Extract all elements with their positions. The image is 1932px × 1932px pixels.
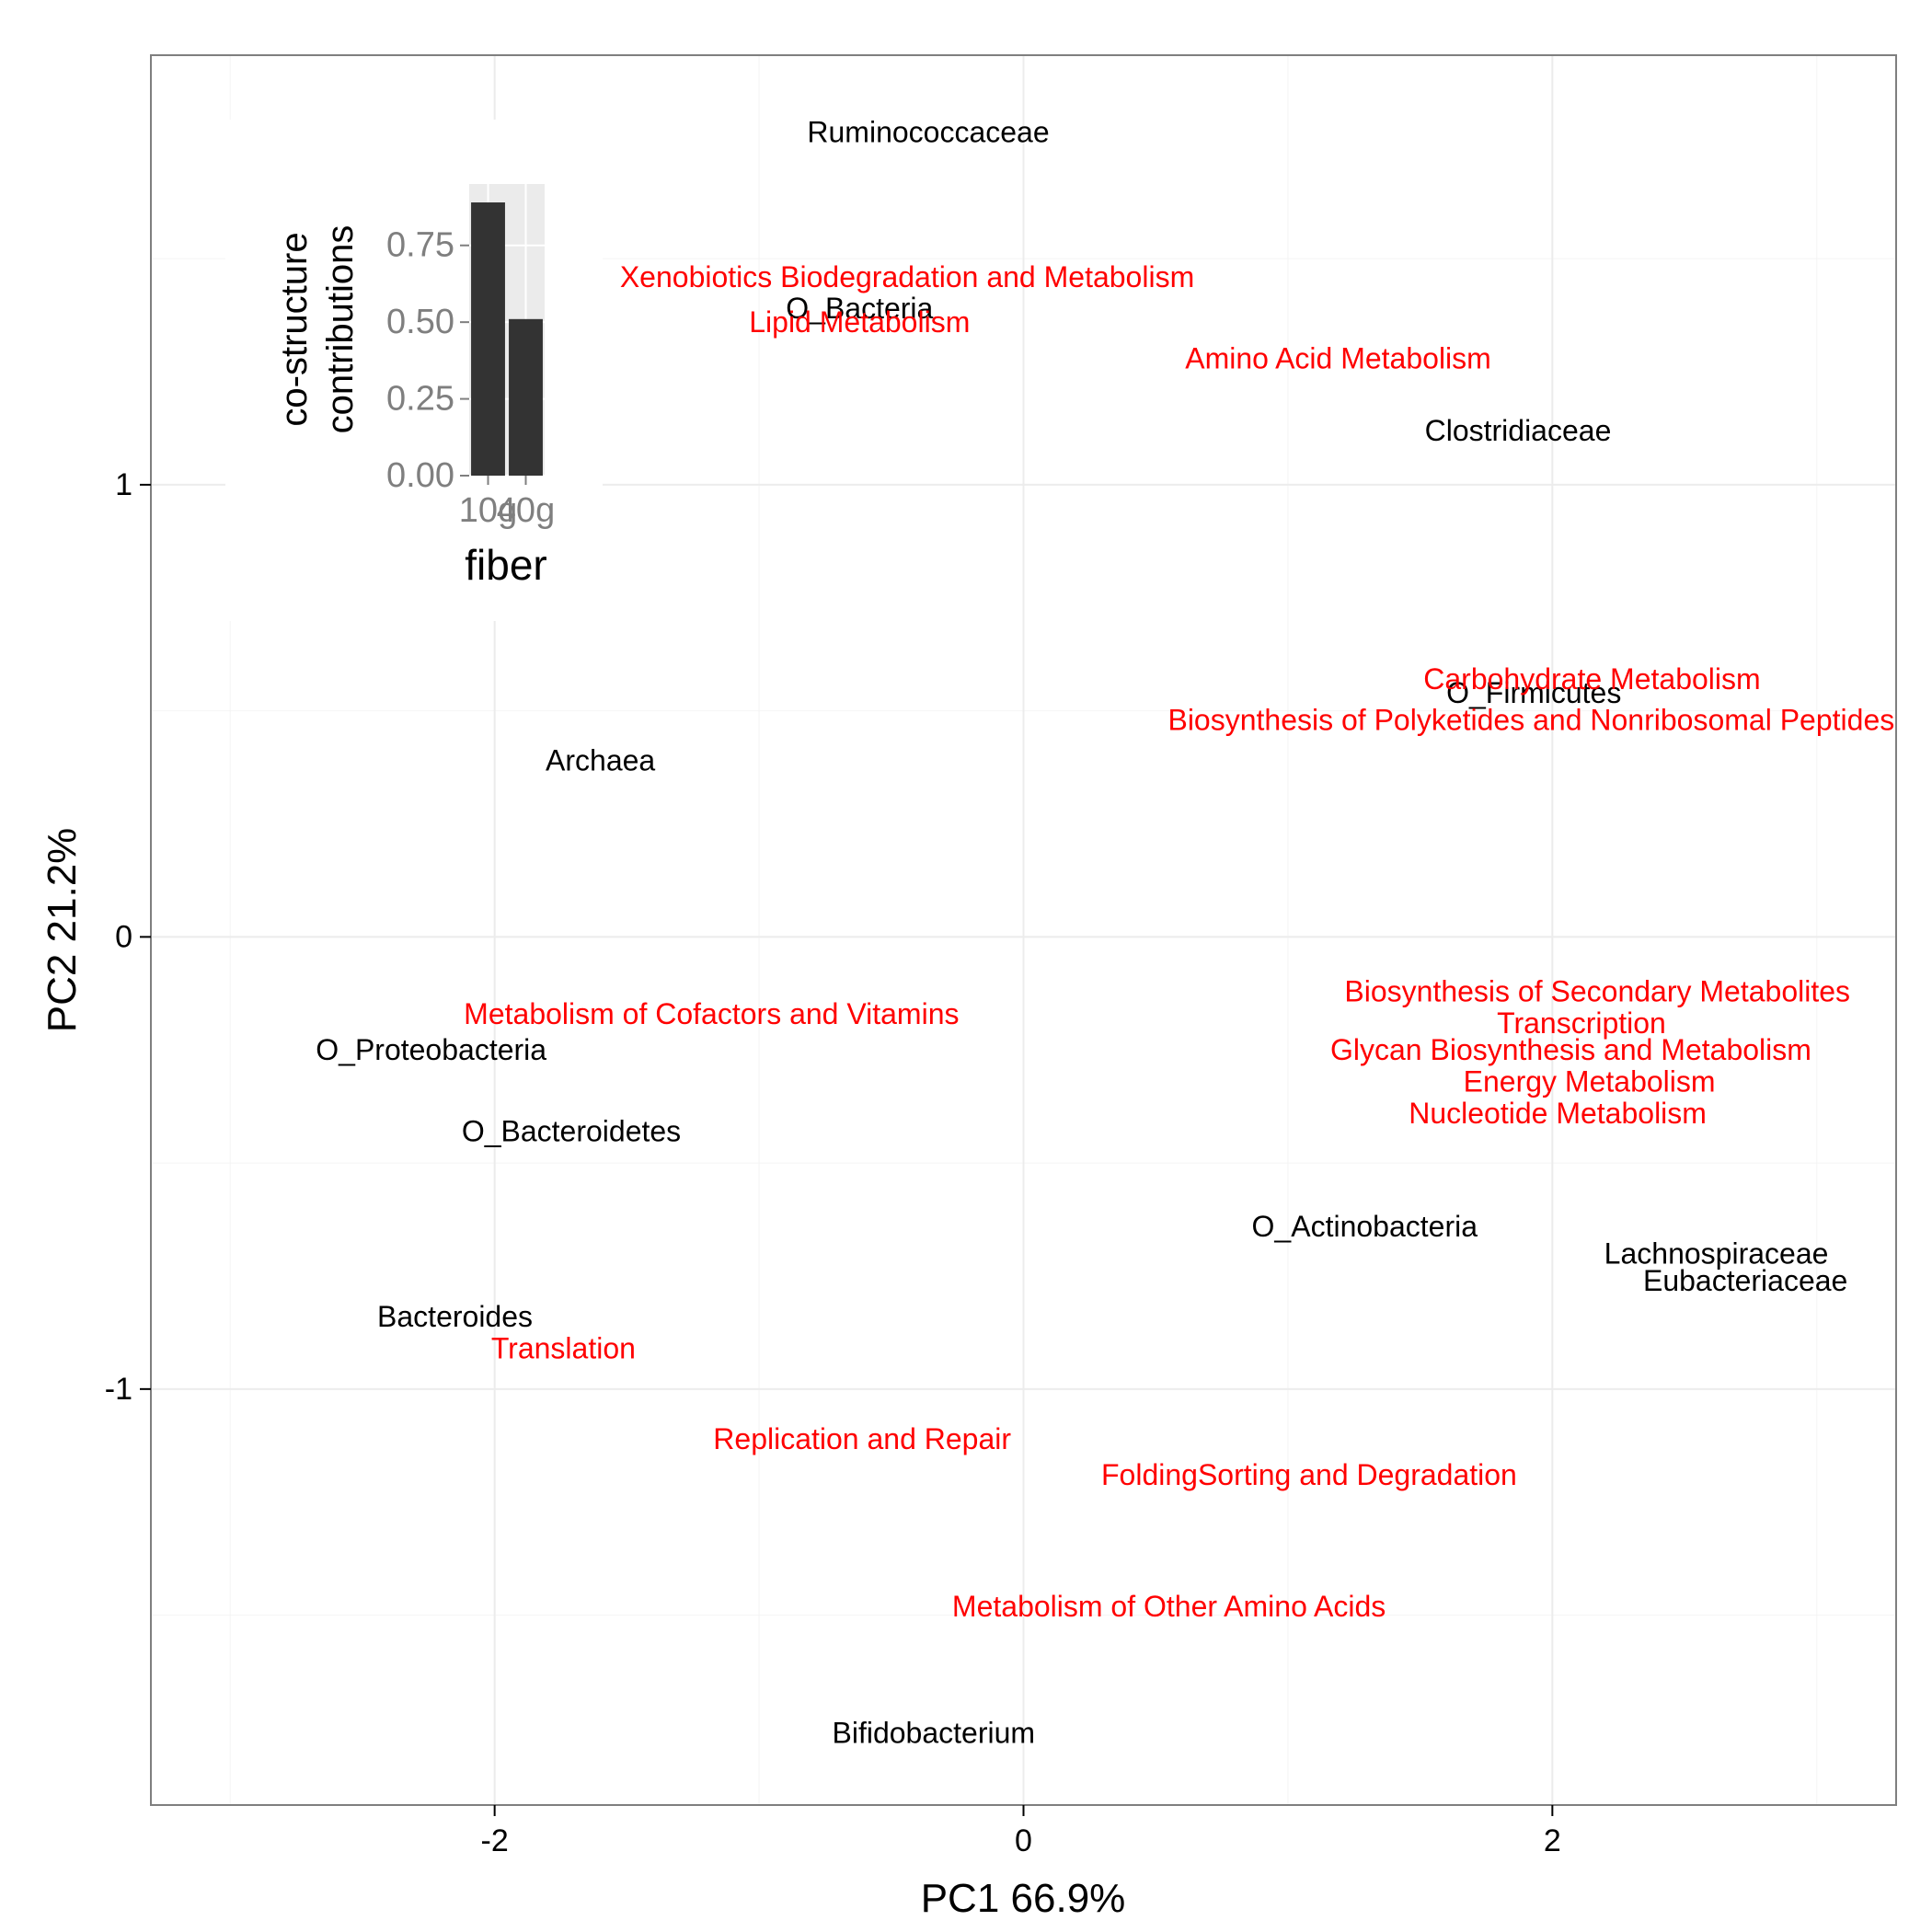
point-label: FoldingSorting and Degradation <box>1101 1458 1517 1491</box>
point-label: Glycan Biosynthesis and Metabolism <box>1330 1033 1811 1066</box>
main-axes: -2 0 2 -1 0 1 <box>105 467 1561 1858</box>
point-label: Replication and Repair <box>713 1422 1011 1455</box>
x-tick-label: 0 <box>1015 1823 1032 1858</box>
point-label: Lachnospiraceae <box>1604 1236 1829 1270</box>
inset-y-axis-title-line1: co-structure <box>274 232 315 426</box>
x-axis-title: PC1 66.9% <box>921 1876 1126 1921</box>
point-label: Translation <box>491 1332 636 1365</box>
inset-y-tick-label: 0.00 <box>386 456 454 495</box>
inset-y-tick-label: 0.50 <box>386 303 454 341</box>
point-label: Ruminococcaceae <box>807 116 1049 149</box>
point-label: O_Bacteria <box>786 292 933 325</box>
point-label: Archaea <box>546 744 655 777</box>
bar-10g <box>471 202 505 476</box>
point-label: Nucleotide Metabolism <box>1409 1097 1707 1130</box>
x-tick-label: 2 <box>1544 1823 1561 1858</box>
point-label: O_Bacteroidetes <box>462 1115 681 1148</box>
point-label: Bacteroides <box>377 1300 533 1333</box>
point-label: O_Proteobacteria <box>316 1033 546 1066</box>
point-label: Bifidobacterium <box>833 1716 1036 1749</box>
point-label: O_Actinobacteria <box>1252 1210 1478 1243</box>
point-label: O_Firmicutes <box>1446 676 1621 709</box>
y-tick-label: 1 <box>115 467 132 502</box>
point-label: Metabolism of Other Amino Acids <box>952 1590 1386 1623</box>
main-point-labels: Ruminococcaceae O_Bacteria Clostridiaceae O… <box>316 116 1894 1750</box>
y-tick-label: -1 <box>105 1372 132 1407</box>
inset-y-tick-label: 0.25 <box>386 380 454 419</box>
point-label: Clostridiaceae <box>1425 414 1612 447</box>
inset-x-axis-title: fiber <box>465 541 546 589</box>
point-label: Lipid Metabolism <box>749 305 970 339</box>
inset-x-tick-label: 10g <box>459 491 517 530</box>
inset-y-axis-title-line2: contributions <box>320 225 361 434</box>
point-label: Eubacteriaceae <box>1643 1264 1847 1297</box>
point-label: Metabolism of Cofactors and Vitamins <box>464 997 959 1030</box>
x-tick-label: -2 <box>481 1823 509 1858</box>
point-label: Biosynthesis of Secondary Metabolites <box>1344 974 1850 1007</box>
point-label: Carbohydrate Metabolism <box>1423 662 1760 696</box>
point-label: Transcription <box>1497 1006 1666 1040</box>
inset-x-tick-label: 40g <box>497 491 555 530</box>
y-axis-title: PC2 21.2% <box>40 828 85 1033</box>
point-label: Biosynthesis of Polyketides and Nonribos… <box>1167 703 1894 736</box>
inset-bars <box>471 202 543 476</box>
point-label: Energy Metabolism <box>1464 1065 1716 1098</box>
point-label: Xenobiotics Biodegradation and Metabolis… <box>620 260 1194 293</box>
y-tick-label: 0 <box>115 919 132 954</box>
inset-y-tick-label: 0.75 <box>386 226 454 265</box>
bar-40g <box>509 318 543 476</box>
point-label: Amino Acid Metabolism <box>1185 341 1491 374</box>
